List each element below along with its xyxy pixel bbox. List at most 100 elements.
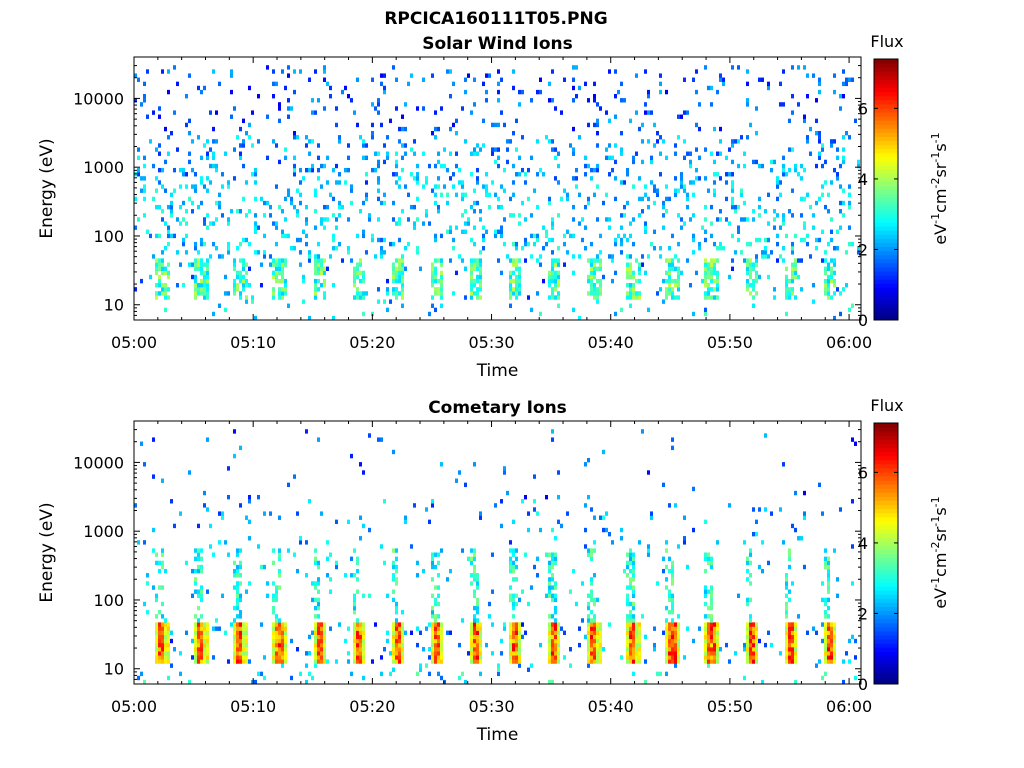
heatmap-cell xyxy=(215,626,218,631)
heatmap-cell xyxy=(707,605,710,611)
heatmap-cell xyxy=(821,143,824,148)
heatmap-cell xyxy=(728,147,731,152)
heatmap-cell xyxy=(674,176,677,181)
heatmap-cell xyxy=(755,278,758,284)
heatmap-cell xyxy=(173,523,176,529)
heatmap-cell xyxy=(572,77,575,82)
heatmap-cell xyxy=(353,270,356,276)
colorbar-swatch xyxy=(874,471,898,477)
heatmap-cell xyxy=(338,213,341,218)
heatmap-cell xyxy=(827,638,830,644)
heatmap-cell xyxy=(596,143,599,148)
heatmap-cell xyxy=(314,556,317,562)
heatmap-cell xyxy=(596,291,599,296)
heatmap-cell xyxy=(461,548,464,553)
heatmap-cell xyxy=(767,560,770,566)
heatmap-cell xyxy=(557,659,560,664)
heatmap-cell xyxy=(146,69,149,74)
heatmap-cell xyxy=(473,225,476,230)
heatmap-cell xyxy=(551,278,554,284)
heatmap-cell xyxy=(137,155,140,161)
colorbar-swatch xyxy=(874,205,898,211)
heatmap-cell xyxy=(266,200,269,206)
heatmap-cell xyxy=(671,626,674,631)
heatmap-cell xyxy=(395,581,398,586)
heatmap-cell xyxy=(476,278,479,284)
heatmap-cell xyxy=(314,262,317,267)
heatmap-cell xyxy=(380,200,383,206)
heatmap-cell xyxy=(578,315,581,321)
heatmap-cell xyxy=(284,651,287,656)
colorbar-swatch xyxy=(874,193,898,199)
heatmap-cell xyxy=(320,630,323,635)
heatmap-cell xyxy=(755,237,758,243)
heatmap-cell xyxy=(524,172,527,177)
heatmap-cell xyxy=(638,176,641,181)
heatmap-cell xyxy=(794,647,797,652)
heatmap-cell xyxy=(671,262,674,267)
heatmap-cell xyxy=(395,622,398,627)
heatmap-cell xyxy=(416,217,419,222)
heatmap-cell xyxy=(692,486,695,492)
heatmap-cell xyxy=(281,630,284,635)
heatmap-cell xyxy=(806,241,809,247)
heatmap-cell xyxy=(200,614,203,619)
heatmap-cell xyxy=(824,642,827,648)
heatmap-cell xyxy=(842,213,845,218)
heatmap-cell xyxy=(629,118,632,124)
heatmap-cell xyxy=(830,651,833,656)
heatmap-cell xyxy=(473,622,476,627)
heatmap-cell xyxy=(683,155,686,161)
heatmap-cell xyxy=(476,626,479,631)
heatmap-cell xyxy=(326,540,329,545)
heatmap-cell xyxy=(233,659,236,664)
heatmap-cell xyxy=(236,548,239,553)
heatmap-cell xyxy=(719,209,722,214)
heatmap-cell xyxy=(755,291,758,296)
panel-title: Cometary Ions xyxy=(428,398,567,418)
heatmap-cell xyxy=(845,81,848,87)
heatmap-cell xyxy=(851,581,854,586)
heatmap-cell xyxy=(629,552,632,557)
heatmap-cell xyxy=(488,601,491,607)
heatmap-cell xyxy=(353,651,356,656)
heatmap-cell xyxy=(476,274,479,280)
heatmap-cell xyxy=(362,143,365,148)
colorbar-swatch xyxy=(874,520,898,526)
heatmap-cell xyxy=(635,258,638,263)
heatmap-cell xyxy=(464,229,467,234)
heatmap-cell xyxy=(572,233,575,239)
heatmap-cell xyxy=(401,287,404,292)
heatmap-cell xyxy=(569,143,572,148)
heatmap-cell xyxy=(815,663,818,668)
heatmap-cell xyxy=(662,204,665,210)
heatmap-cell xyxy=(677,651,680,656)
heatmap-cell xyxy=(704,556,707,562)
heatmap-cell xyxy=(704,659,707,664)
heatmap-cell xyxy=(818,135,821,140)
heatmap-cell xyxy=(140,441,143,446)
heatmap-cell xyxy=(734,204,737,210)
heatmap-cell xyxy=(851,77,854,82)
heatmap-cell xyxy=(317,638,320,644)
heatmap-cell xyxy=(638,270,641,276)
heatmap-cell xyxy=(167,287,170,292)
heatmap-cell xyxy=(287,65,290,70)
heatmap-cell xyxy=(608,217,611,222)
heatmap-cell xyxy=(194,258,197,263)
heatmap-cell xyxy=(518,274,521,280)
heatmap-cell xyxy=(398,262,401,267)
heatmap-cell xyxy=(401,143,404,148)
heatmap-cell xyxy=(329,589,332,594)
heatmap-cell xyxy=(410,147,413,152)
heatmap-cell xyxy=(431,647,434,652)
heatmap-cell xyxy=(491,622,494,627)
heatmap-cell xyxy=(818,89,821,95)
heatmap-cell xyxy=(452,184,455,189)
heatmap-cell xyxy=(596,630,599,635)
heatmap-cell xyxy=(242,283,245,288)
heatmap-cell xyxy=(233,287,236,292)
heatmap-cell xyxy=(641,122,644,128)
heatmap-cell xyxy=(320,642,323,648)
heatmap-cell xyxy=(509,638,512,644)
